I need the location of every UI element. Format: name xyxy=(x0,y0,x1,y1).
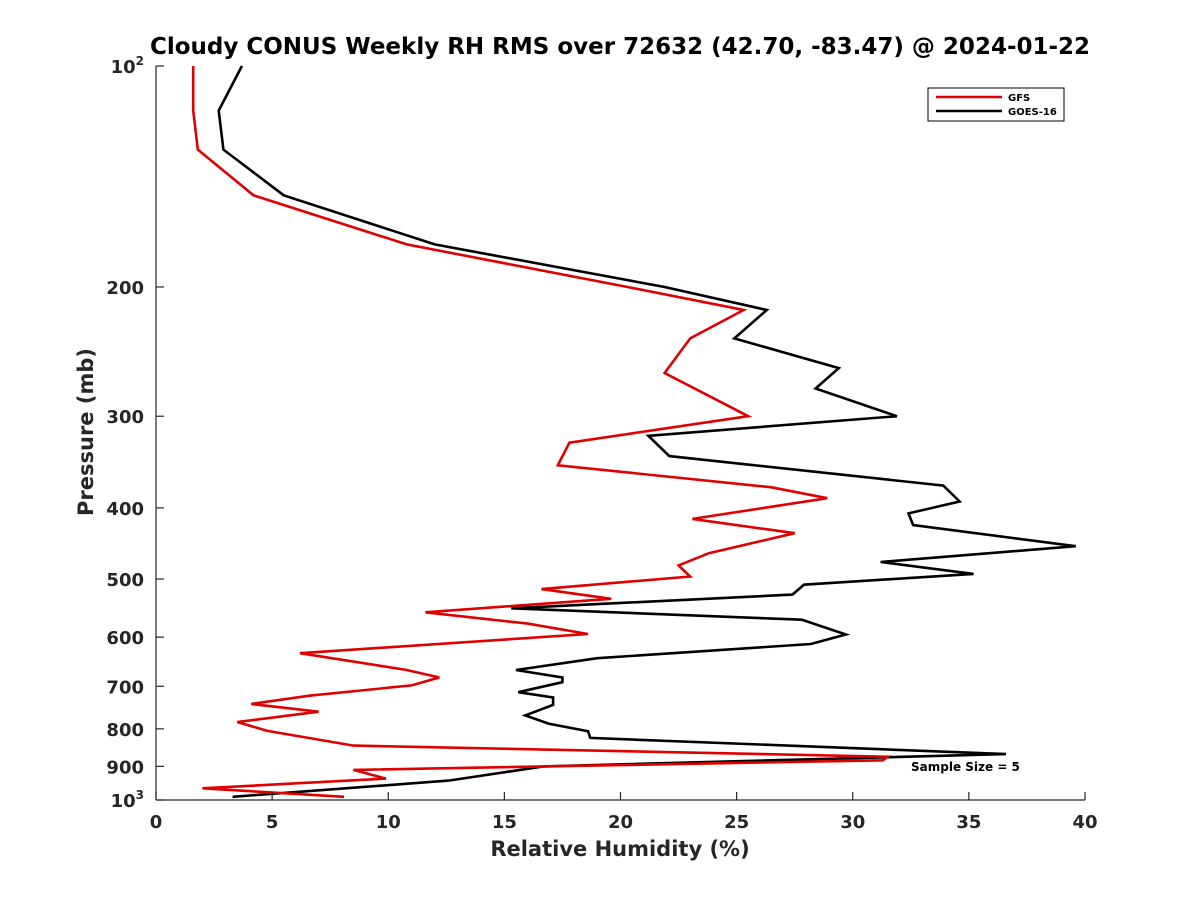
legend-entries: GFS GOES-16 xyxy=(936,93,1057,118)
y-tick-label: 200 xyxy=(106,278,144,299)
legend: GFS GOES-16 xyxy=(927,87,1065,122)
sample-size-annotation: Sample Size = 5 xyxy=(911,760,1020,774)
y-tick-label: 700 xyxy=(106,677,144,698)
axes-frame xyxy=(155,66,1085,800)
legend-label-goes-16: GOES-16 xyxy=(1008,107,1057,118)
x-tick-label: 10 xyxy=(376,812,401,833)
y-tick-label: 400 xyxy=(106,499,144,520)
chart-title: Cloudy CONUS Weekly RH RMS over 72632 (4… xyxy=(150,34,1090,60)
y-tick-label: 103 xyxy=(111,788,144,812)
x-tick-label: 5 xyxy=(266,812,279,833)
series-layer xyxy=(191,65,1076,799)
series-line-gfs xyxy=(191,66,892,799)
x-tick-label: 35 xyxy=(956,812,981,833)
y-tick-label: 600 xyxy=(106,628,144,649)
y-axis-label: Pressure (mb) xyxy=(74,348,98,516)
y-tick-label: 900 xyxy=(106,757,144,778)
x-axis-ticks: 0 5 10 15 20 25 30 35 40 xyxy=(150,792,1098,833)
x-axis-label: Relative Humidity (%) xyxy=(490,837,749,861)
x-tick-label: 30 xyxy=(840,812,865,833)
y-axis-ticks: 102 200 300 400 500 600 700 800 900 103 xyxy=(106,54,164,812)
y-tick-label: 300 xyxy=(106,407,144,428)
x-tick-label: 25 xyxy=(724,812,749,833)
x-tick-label: 0 xyxy=(150,812,163,833)
plot-area: 0 5 10 15 20 25 30 35 40 102 200 300 400 500 600 700 80… xyxy=(106,54,1097,833)
series-line-goes-16 xyxy=(217,65,1076,799)
y-tick-label: 500 xyxy=(106,570,144,591)
x-tick-label: 15 xyxy=(492,812,517,833)
x-tick-label: 40 xyxy=(1072,812,1097,833)
y-tick-label: 800 xyxy=(106,720,144,741)
legend-label-gfs: GFS xyxy=(1008,93,1030,104)
legend-box xyxy=(927,87,1065,122)
y-tick-label: 102 xyxy=(111,54,144,78)
x-tick-label: 20 xyxy=(608,812,633,833)
